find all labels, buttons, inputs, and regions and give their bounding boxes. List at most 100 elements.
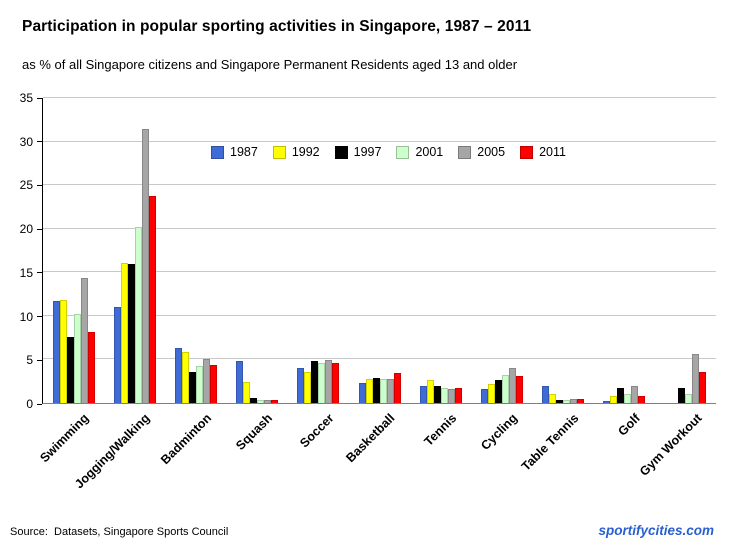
bar-group-golf [594, 98, 655, 403]
x-cell: Basketball [344, 404, 409, 498]
bar-1992 [365, 378, 373, 403]
bar-2005 [508, 368, 516, 403]
bar-2001 [685, 394, 693, 403]
chart-header: Participation in popular sporting activi… [0, 0, 730, 72]
bar-2005 [631, 385, 639, 403]
source-note: Source: Datasets, Singapore Sports Counc… [10, 526, 229, 538]
legend-label: 2005 [477, 145, 506, 159]
bar-1992 [426, 380, 434, 403]
bar-1992 [487, 383, 495, 403]
y-tick-label: 0 [26, 397, 33, 411]
bar-group-basketball [349, 98, 410, 403]
y-tick-label: 10 [19, 309, 33, 324]
y-tick-mark [37, 141, 42, 143]
gridline [43, 184, 716, 186]
bar-2001 [624, 394, 632, 403]
bar-1987 [603, 401, 611, 403]
bar-1987 [542, 386, 550, 403]
bar-1997 [494, 380, 502, 403]
y-tick-label: 35 [19, 91, 33, 105]
legend-key-swatch [272, 145, 286, 159]
bar-2011 [638, 396, 646, 403]
bar-1997 [188, 371, 196, 403]
x-category-label: Soccer [297, 411, 337, 451]
bar-1992 [243, 382, 251, 403]
x-category-label: Squash [233, 411, 276, 453]
legend-key-swatch [334, 145, 348, 159]
bar-1997 [127, 263, 135, 403]
bar-groups [43, 98, 716, 403]
bar-2011 [148, 196, 156, 403]
gridline [43, 271, 716, 273]
chart-subtitle: as % of all Singapore citizens and Singa… [22, 57, 518, 72]
bar-1987 [297, 368, 305, 403]
legend-item-2001: 2001 [396, 145, 443, 159]
chart-title: Participation in popular sporting activi… [22, 18, 532, 35]
x-category-label: Cycling [478, 411, 521, 453]
bar-2011 [87, 331, 95, 403]
x-category-label: Golf [615, 411, 643, 439]
legend-label: 2011 [539, 145, 566, 159]
y-tick-mark [37, 316, 42, 318]
bar-group-table-tennis [533, 98, 594, 403]
bar-2005 [692, 354, 700, 403]
bar-1992 [181, 351, 189, 403]
gridline [43, 358, 716, 360]
legend: 1987 1992 1997 2001 2005 2011 [211, 145, 566, 159]
chart: 0 5 10 15 20 25 30 35 1987 1992 1997 2001 2005 2011 [6, 92, 716, 410]
gridline [43, 97, 716, 98]
legend-key-swatch [211, 145, 224, 159]
legend-label: 1997 [353, 145, 382, 159]
y-axis-labels: 0 5 10 15 20 25 30 35 [6, 92, 42, 410]
bar-1997 [66, 336, 74, 403]
bar-1987 [174, 348, 182, 403]
bar-2011 [332, 362, 340, 403]
bar-1997 [617, 388, 625, 403]
y-tick-mark [37, 97, 42, 99]
bar-group-soccer [288, 98, 349, 403]
legend-item-1997: 1997 [334, 145, 382, 159]
bar-2005 [325, 360, 333, 403]
x-cell: Tennis [410, 404, 471, 498]
bar-1992 [59, 300, 67, 403]
legend-label: 1987 [230, 145, 258, 159]
watermark-link[interactable]: sportifycities.com [598, 523, 714, 538]
y-tick-label: 20 [19, 222, 33, 237]
bar-2005 [570, 398, 578, 403]
bar-2001 [379, 379, 387, 403]
bar-2005 [80, 277, 88, 403]
bar-1987 [358, 382, 366, 403]
bar-group-cycling [471, 98, 532, 403]
bar-2001 [257, 399, 265, 403]
legend-label: 1992 [291, 145, 320, 159]
x-cell: Jogging/Walking [73, 404, 164, 498]
bar-2001 [501, 375, 509, 403]
bar-1987 [236, 361, 244, 403]
bar-2011 [209, 364, 217, 403]
legend-key-swatch [396, 145, 410, 159]
x-cell: Gym Workout [637, 404, 716, 498]
bar-2001 [73, 314, 81, 403]
x-cell: Table Tennis [519, 404, 593, 498]
bar-1997 [556, 400, 564, 403]
bar-2011 [577, 398, 585, 403]
bar-1997 [433, 385, 441, 403]
bar-1987 [52, 301, 60, 403]
x-cell: Golf [593, 404, 654, 498]
gridline [43, 140, 716, 142]
y-tick-label: 25 [19, 178, 33, 193]
x-cell: Swimming [37, 404, 103, 498]
bar-2011 [515, 376, 523, 403]
bar-group-gym-workout [655, 98, 716, 403]
gridline [43, 227, 716, 229]
bar-1987 [419, 386, 427, 403]
bar-1992 [304, 371, 312, 403]
legend-key-swatch [458, 145, 472, 159]
x-category-label: Basketball [343, 411, 398, 466]
bar-1997 [678, 388, 686, 403]
y-tick-mark [37, 272, 42, 274]
bar-1997 [250, 397, 258, 403]
x-cell: Badminton [158, 404, 226, 498]
y-tick-mark [37, 228, 42, 230]
